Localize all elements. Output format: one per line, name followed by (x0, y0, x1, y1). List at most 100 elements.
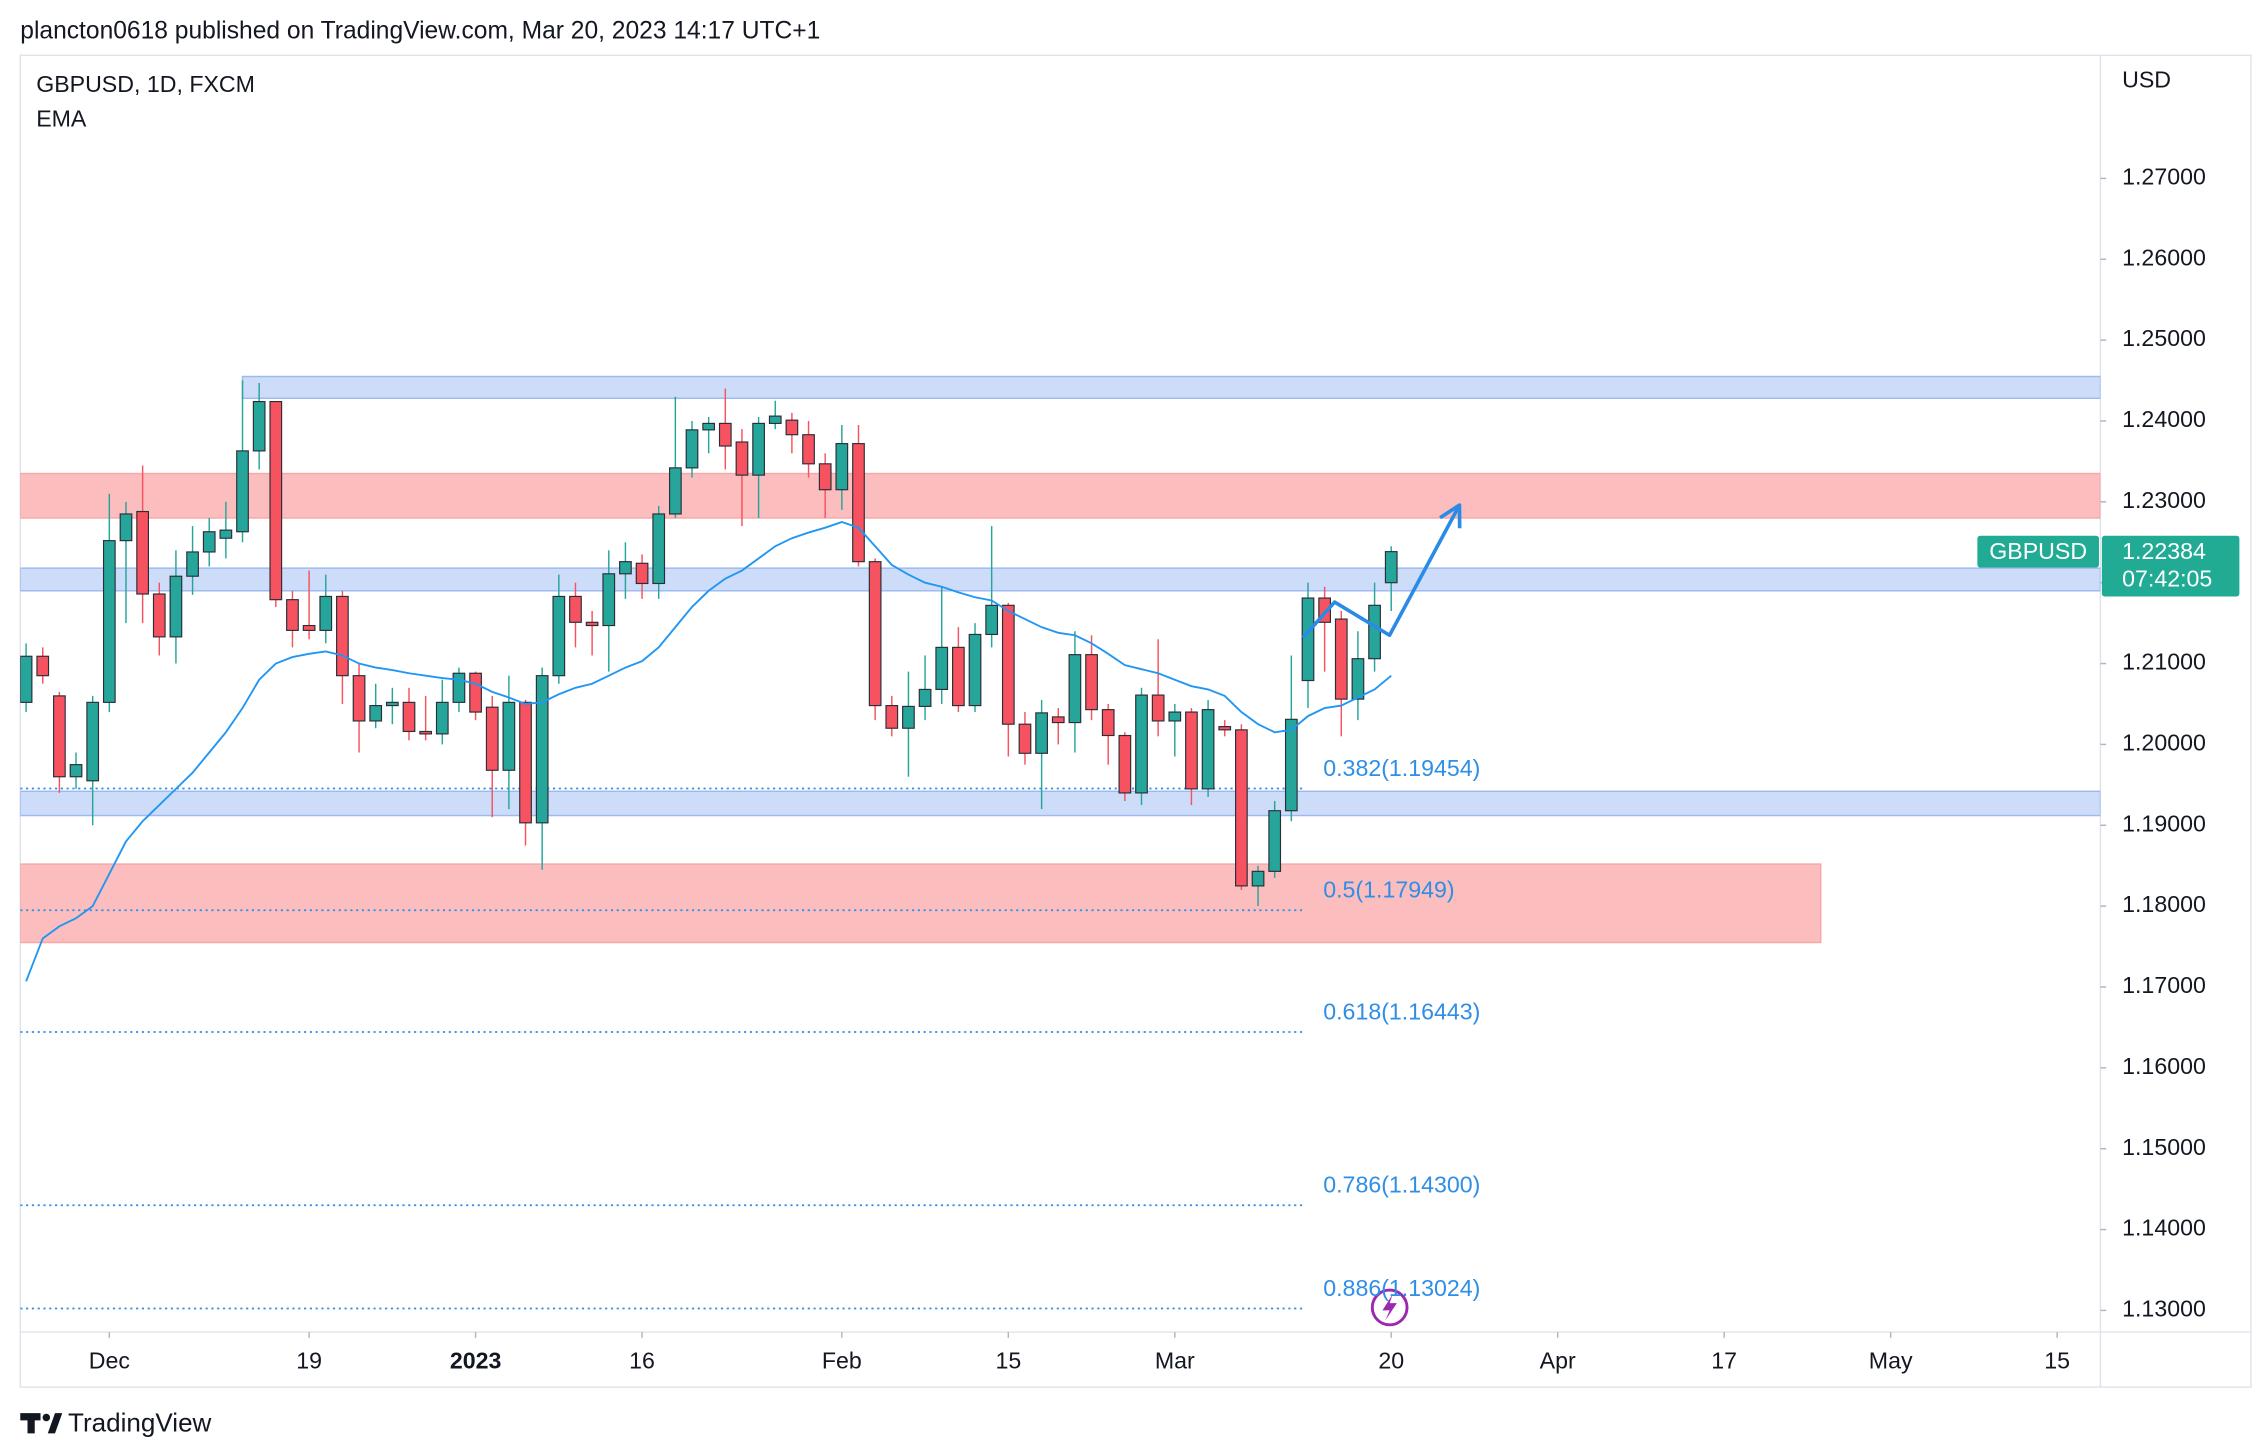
x-tick-label: 17 (1711, 1348, 1737, 1374)
fib-label: 0.5(1.17949) (1323, 877, 1454, 903)
y-tick-label: 1.19000 (2122, 810, 2206, 836)
candle-body (635, 562, 649, 585)
candle-body (735, 441, 749, 476)
candle-body (452, 672, 466, 703)
x-tick-label: 15 (995, 1348, 1021, 1374)
candle-body (1001, 604, 1015, 725)
y-tick-label: 1.23000 (2122, 487, 2206, 513)
candle-body (69, 764, 83, 778)
plot-area (20, 375, 2101, 1310)
y-tick-label: 1.13000 (2122, 1296, 2206, 1322)
candle-body (36, 655, 50, 677)
candle-body (485, 706, 499, 771)
x-tick-label: 2023 (450, 1348, 502, 1374)
zone (20, 863, 1822, 944)
x-tick-label: 15 (2044, 1348, 2070, 1374)
price-tag-label: 1.22384 (2122, 538, 2206, 564)
symbol-tag (1977, 535, 2099, 568)
y-tick-label: 1.25000 (2122, 325, 2206, 351)
fib-label: 0.786(1.14300) (1323, 1172, 1480, 1198)
candle-body (1368, 604, 1381, 660)
candle-body (818, 463, 832, 491)
candle-body (419, 730, 433, 735)
candle-body (968, 633, 982, 707)
zone (241, 375, 2101, 400)
candle-body (469, 672, 482, 713)
candle-body (868, 561, 882, 707)
candle-body (985, 604, 999, 636)
candle-body (186, 551, 199, 577)
fib-label: 0.886(1.13024) (1323, 1275, 1480, 1301)
candle-body (252, 400, 266, 452)
candle-body (385, 701, 399, 707)
candle-body (1268, 810, 1282, 872)
y-tick-label: 1.24000 (2122, 406, 2206, 432)
x-tick-label: Apr (1540, 1348, 1576, 1374)
candle-body (585, 621, 599, 627)
candle-body (136, 510, 149, 595)
candle-body (1218, 726, 1232, 731)
candle-body (53, 695, 66, 778)
candle-body (1334, 618, 1348, 700)
candle-body (835, 443, 849, 491)
ema-line (25, 521, 1392, 982)
candle-body (269, 400, 283, 601)
publish-header: plancton0618 published on TradingView.co… (20, 18, 820, 45)
x-tick-label: 19 (296, 1348, 322, 1374)
candle-body (668, 467, 682, 515)
candle-body (935, 646, 949, 690)
candle-body (102, 540, 116, 703)
fib-label: 0.382(1.19454) (1323, 755, 1480, 781)
candle-body (535, 675, 549, 824)
candle-body (802, 434, 815, 465)
candle-body (1101, 709, 1115, 737)
price-tag-countdown: 07:42:05 (2122, 566, 2212, 592)
candle-body (569, 595, 582, 623)
ema-legend: EMA (36, 106, 87, 132)
candle-body (219, 529, 233, 539)
candle-body (552, 595, 566, 677)
candle-body (1035, 712, 1048, 754)
y-axis-label: USD (2122, 67, 2171, 93)
candle-body (619, 561, 632, 575)
y-tick-label: 1.26000 (2122, 244, 2206, 270)
candle-body (952, 646, 965, 707)
candle-body (152, 593, 166, 638)
zone (20, 790, 2101, 817)
candle-body (1251, 870, 1265, 887)
candle-body (852, 443, 865, 563)
candle-body (1068, 654, 1082, 724)
candle-body (1201, 709, 1215, 790)
candle-body (652, 513, 666, 585)
brand-name: TradingView (68, 1408, 212, 1438)
candle-body (336, 595, 349, 677)
frame (19, 54, 2252, 1388)
y-tick-label: 1.16000 (2122, 1053, 2206, 1079)
candle-body (1085, 654, 1098, 711)
candle-body (352, 675, 366, 722)
alert-icon (1370, 1288, 1409, 1327)
candle-body (1118, 734, 1132, 794)
candle-body (20, 655, 33, 703)
candle-body (718, 422, 732, 447)
x-tick-label: Mar (1155, 1348, 1195, 1374)
candle-body (236, 450, 249, 533)
candle-body (902, 705, 915, 729)
y-tick-label: 1.14000 (2122, 1215, 2206, 1241)
projection-arrow (1301, 504, 1462, 639)
candle-body (202, 531, 216, 553)
candle-body (752, 422, 765, 476)
candle-body (1051, 716, 1065, 724)
candle-body (685, 429, 699, 469)
zone (20, 472, 2101, 519)
candle-body (1168, 711, 1182, 722)
x-tick-label: Dec (89, 1348, 130, 1374)
candle-body (519, 701, 532, 824)
chart-title: GBPUSD, 1D, FXCM (36, 71, 255, 97)
candle-body (502, 701, 516, 771)
candle-body (1185, 711, 1198, 790)
candle-body (1301, 597, 1315, 682)
candle-body (1151, 694, 1165, 722)
y-tick-label: 1.15000 (2122, 1134, 2206, 1160)
